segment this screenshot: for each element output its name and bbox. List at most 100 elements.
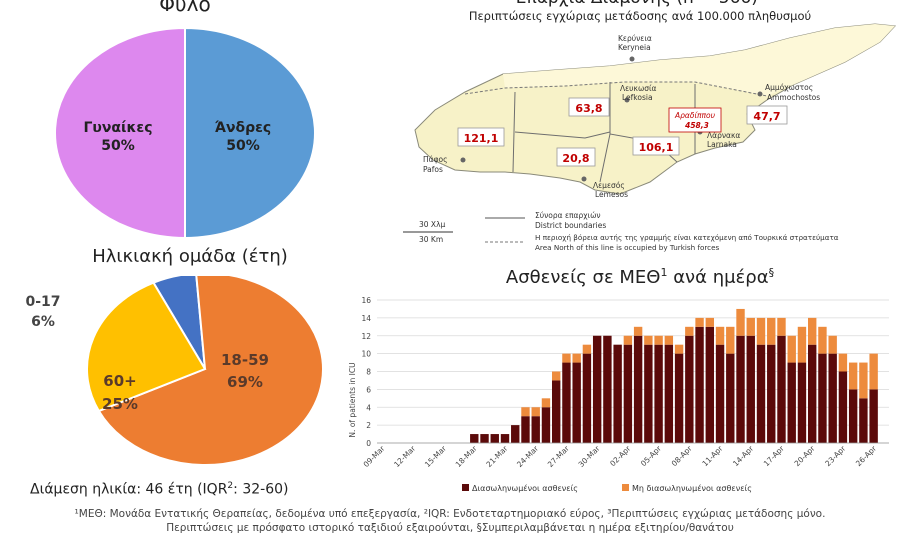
bar-not-intubated <box>715 326 725 345</box>
dot-ammochostos <box>757 91 763 97</box>
bar-intubated <box>613 344 622 443</box>
median-age-note: Διάμεση ηλικία: 46 έτη (IQR2: 32-60) <box>30 481 288 498</box>
bar-intubated <box>685 335 694 443</box>
footnote-line-1: ¹ΜΕΘ: Μονάδα Εντατικής Θεραπείας, δεδομέ… <box>74 508 826 520</box>
slice-percent-18-59: 69% <box>227 373 263 391</box>
icu-ytick: 6 <box>366 385 371 394</box>
icu-xtick: 24-Mar <box>515 443 541 469</box>
bar-not-intubated <box>685 326 694 336</box>
rate-pafos: 121,1 <box>464 132 499 145</box>
bar-intubated <box>582 353 592 443</box>
place-lefkosia-gr: Λευκωσία <box>620 84 657 93</box>
bar-not-intubated <box>767 317 776 345</box>
pie-slice-male <box>184 28 316 238</box>
bar-not-intubated <box>531 407 540 417</box>
aradippou-label: Αραδίππου <box>674 111 716 120</box>
legend-swatch-intubated <box>462 484 469 491</box>
legend-occupation-gr: Η περιοχή βόρεια αυτής της γραμμής είναι… <box>535 233 839 242</box>
icu-bar-chart: N. of patients in ICU 024681012141609-Ma… <box>348 296 889 493</box>
bar-intubated <box>869 389 878 443</box>
bar-not-intubated <box>777 317 786 336</box>
map-title-text: Επαρχία Διαμονής (n = 566) <box>516 0 758 8</box>
icu-ytick: 4 <box>366 403 371 412</box>
bar-not-intubated <box>695 317 704 327</box>
bar-not-intubated <box>562 353 571 363</box>
bar-not-intubated <box>633 326 643 336</box>
bar-not-intubated <box>705 317 714 327</box>
rate-ammochostos: 47,7 <box>753 110 780 123</box>
icu-xtick: 18-Mar <box>454 443 480 469</box>
age-chart-title: Ηλικιακή ομάδα (έτη) <box>92 246 288 267</box>
icu-xtick: 02-Apr <box>608 443 633 468</box>
place-keryneia-en: Keryneia <box>618 43 651 52</box>
age-pie-slices <box>86 276 324 466</box>
bar-intubated <box>531 416 540 443</box>
median-age-sup: 2 <box>227 481 234 491</box>
bar-intubated <box>726 353 735 443</box>
bar-intubated <box>470 434 479 443</box>
bar-not-intubated <box>838 353 848 372</box>
bar-not-intubated <box>736 308 745 336</box>
scale-en: 30 Km <box>419 235 443 244</box>
slice-label-female: Γυναίκες <box>83 120 152 136</box>
legend-boundary-gr: Σύνορα επαρχιών <box>535 211 601 220</box>
scale-gr: 30 Χλμ <box>419 220 446 229</box>
bar-intubated <box>828 353 837 443</box>
bar-not-intubated <box>552 371 561 381</box>
bar-intubated <box>623 344 633 443</box>
median-age-text: Διάμεση ηλικία: 46 έτη (IQR <box>30 481 228 498</box>
bar-not-intubated <box>572 353 581 363</box>
bar-intubated <box>654 344 663 443</box>
icu-ytick: 16 <box>361 296 371 305</box>
bar-intubated <box>777 335 786 443</box>
age-pie-chart: 0-17 6% 18-59 69% 60+ 25% <box>25 276 324 466</box>
icu-xtick: 21-Mar <box>484 443 510 469</box>
bar-intubated <box>838 371 848 443</box>
rate-lefkosia: 63,8 <box>575 102 602 115</box>
bar-not-intubated <box>787 335 796 363</box>
place-lefkosia-en: Lefkosia <box>622 93 653 102</box>
bar-not-intubated <box>521 407 530 417</box>
icu-xtick: 27-Mar <box>546 443 572 469</box>
icu-xtick: 05-Apr <box>639 443 664 468</box>
slice-percent-male: 50% <box>226 138 260 154</box>
bar-not-intubated <box>797 326 807 363</box>
slice-label-60: 60+ <box>103 372 136 390</box>
district-boundaries <box>512 82 696 183</box>
north-area <box>503 24 895 96</box>
bar-intubated <box>644 344 653 443</box>
place-larnaka-gr: Λάρνακα <box>707 131 740 140</box>
bar-intubated <box>511 425 520 443</box>
bar-intubated <box>787 362 796 443</box>
icu-xtick: 08-Apr <box>670 443 695 468</box>
bar-intubated <box>756 344 766 443</box>
bar-not-intubated <box>828 335 837 354</box>
place-keryneia-gr: Κερύνεια <box>618 34 652 43</box>
icu-ylabel: N. of patients in ICU <box>348 362 357 437</box>
rate-larnaka: 106,1 <box>639 141 674 154</box>
icu-ytick: 0 <box>366 439 371 448</box>
rate-box-lemesos <box>556 147 596 167</box>
sex-pie-chart: Γυναίκες 50% Άνδρες 50% <box>55 28 316 238</box>
map-subtitle: Περιπτώσεις εγχώριας μετάδοσης ανά 100.0… <box>468 9 812 23</box>
slice-percent-0-17: 6% <box>31 314 55 330</box>
slice-label-0-17: 0-17 <box>25 294 60 310</box>
icu-ytick: 14 <box>361 314 371 323</box>
bar-not-intubated <box>746 317 755 336</box>
bar-intubated <box>633 335 643 443</box>
dot-lefkosia <box>624 97 630 103</box>
bar-intubated <box>500 434 510 443</box>
slice-label-18-59: 18-59 <box>221 351 269 369</box>
place-lemesos-gr: Λεμεσός <box>593 181 625 190</box>
icu-title-sup2: § <box>768 266 775 279</box>
icu-xtick: 15-Mar <box>423 443 449 469</box>
place-pafos-gr: Πάφος <box>423 155 448 164</box>
bar-intubated <box>552 380 561 443</box>
slice-percent-60: 25% <box>102 395 138 413</box>
cyprus-map: Κερύνεια Keryneia Λευκωσία Lefkosia Αμμό… <box>403 23 897 252</box>
bar-not-intubated <box>623 335 633 345</box>
legend-intubated: Διασωληνωμένοι ασθενείς <box>472 483 578 493</box>
bar-not-intubated <box>859 362 868 399</box>
bar-intubated <box>541 407 551 443</box>
icu-chart-title: Ασθενείς σε ΜΕΘ1 ανά ημέρα§ <box>440 266 840 288</box>
